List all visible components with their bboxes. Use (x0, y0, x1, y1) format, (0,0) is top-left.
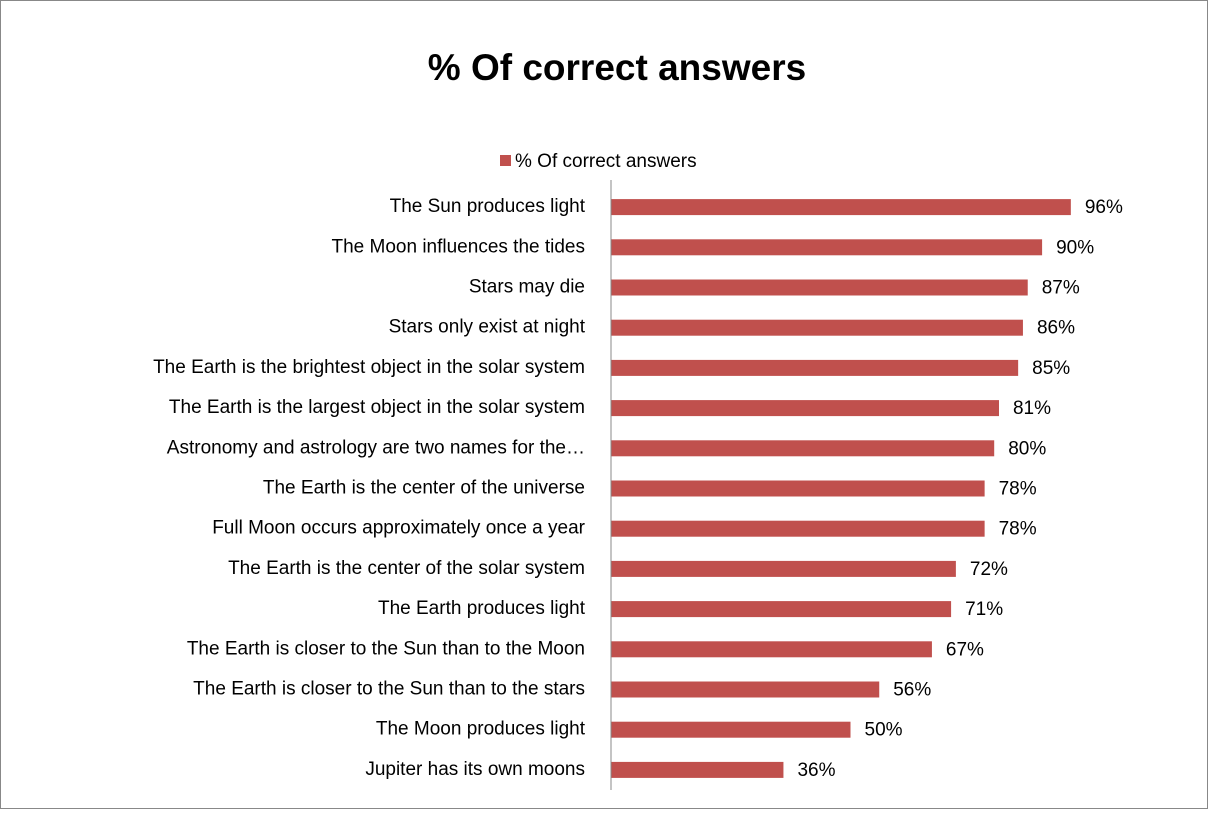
data-label: 78% (999, 479, 1037, 500)
chart-title: % Of correct answers (428, 47, 806, 88)
data-label: 86% (1037, 318, 1075, 339)
y-tick-label: Stars may die (469, 277, 585, 298)
y-tick-label: The Earth is the brightest object in the… (153, 357, 585, 378)
y-tick-label: Stars only exist at night (389, 317, 586, 338)
bar (611, 761, 784, 778)
y-tick-label: The Sun produces light (390, 196, 586, 217)
y-tick-label: The Earth produces light (378, 598, 586, 619)
y-tick-label: The Moon produces light (376, 719, 586, 740)
data-label: 80% (1008, 438, 1046, 459)
y-tick-label: The Moon influences the tides (332, 236, 586, 257)
bar (611, 440, 995, 457)
y-tick-label: Full Moon occurs approximately once a ye… (212, 518, 585, 539)
bar (611, 681, 880, 698)
data-label: 50% (865, 720, 903, 741)
y-tick-label: The Earth is closer to the Sun than to t… (187, 638, 585, 659)
bar (611, 721, 851, 738)
bar (611, 199, 1071, 216)
data-label: 71% (965, 599, 1003, 620)
bar (611, 560, 956, 577)
bar (611, 480, 985, 497)
data-label: 85% (1032, 358, 1070, 379)
data-label: 67% (946, 639, 984, 660)
y-tick-label: The Earth is the center of the solar sys… (228, 558, 585, 579)
bar (611, 279, 1028, 296)
y-tick-label: The Earth is closer to the Sun than to t… (193, 679, 585, 700)
y-tick-label: The Earth is the largest object in the s… (169, 397, 585, 418)
y-tick-label: Astronomy and astrology are two names fo… (167, 437, 585, 458)
data-label: 36% (797, 760, 835, 781)
legend-swatch (500, 155, 511, 166)
data-label: 56% (893, 680, 931, 701)
data-label: 81% (1013, 398, 1051, 419)
bar (611, 239, 1043, 256)
bar (611, 319, 1023, 336)
bar (611, 520, 985, 537)
y-tick-label: The Earth is the center of the universe (263, 478, 585, 499)
data-label: 72% (970, 559, 1008, 580)
bar (611, 400, 999, 417)
data-label: 87% (1042, 278, 1080, 299)
data-label: 90% (1056, 237, 1094, 258)
bar (611, 601, 952, 618)
bar (611, 359, 1019, 376)
data-label: 78% (999, 519, 1037, 540)
y-tick-label: Jupiter has its own moons (365, 759, 585, 780)
bar (611, 641, 932, 658)
legend-label: % Of correct answers (515, 151, 697, 172)
data-label: 96% (1085, 197, 1123, 218)
